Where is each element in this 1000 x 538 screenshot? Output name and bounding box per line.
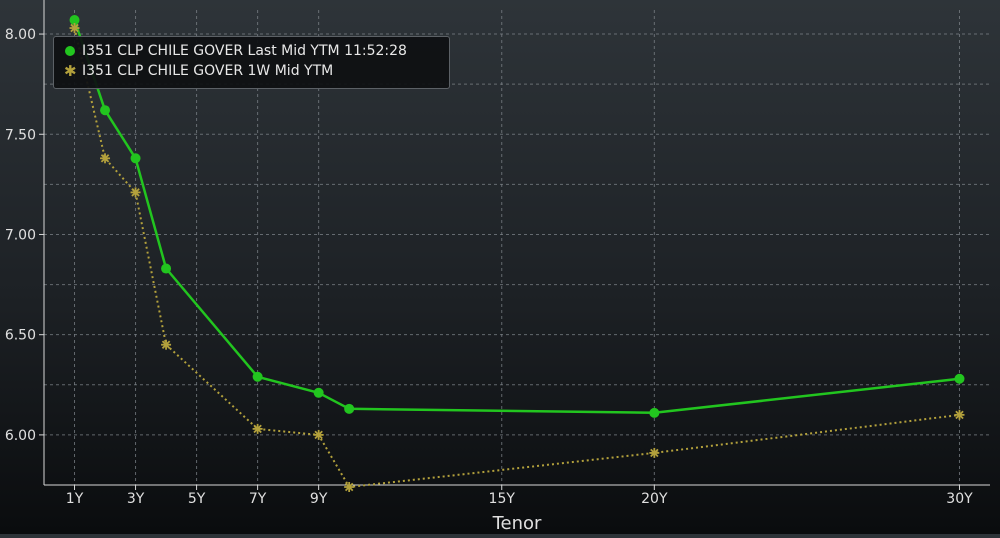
x-tick-label: 9Y: [310, 491, 328, 507]
x-tick-label: 3Y: [127, 491, 145, 507]
y-tick-label: 7.50: [5, 127, 36, 143]
data-point-1w-mid: [100, 153, 111, 164]
legend-circle-marker-icon: [64, 45, 76, 57]
legend-label-1w-mid: I351 CLP CHILE GOVER 1W Mid YTM: [82, 63, 334, 79]
x-axis-title: Tenor: [492, 513, 542, 534]
chart-legend: I351 CLP CHILE GOVER Last Mid YTM 11:52:…: [53, 36, 450, 89]
data-point-last-mid: [649, 407, 660, 418]
x-tick-label: 7Y: [249, 491, 267, 507]
data-point-last-mid: [954, 373, 965, 384]
data-point-1w-mid: [344, 482, 355, 493]
data-point-last-mid: [344, 403, 355, 414]
data-point-1w-mid: [649, 447, 660, 458]
data-point-1w-mid: [161, 339, 172, 350]
y-tick-label: 6.50: [5, 328, 36, 344]
legend-item-1w-mid: ✱ I351 CLP CHILE GOVER 1W Mid YTM: [64, 61, 449, 81]
legend-star-marker-icon: ✱: [64, 62, 77, 80]
data-point-last-mid: [313, 387, 324, 398]
x-tick-label: 15Y: [489, 491, 516, 507]
data-point-last-mid: [252, 371, 263, 382]
y-tick-label: 8.00: [5, 27, 36, 43]
data-point-1w-mid: [130, 187, 141, 198]
data-point-1w-mid: [252, 423, 263, 434]
y-tick-label: 6.00: [5, 428, 36, 444]
y-tick-label: 7.00: [5, 227, 36, 243]
data-point-last-mid: [100, 105, 111, 116]
data-point-1w-mid: [69, 23, 80, 34]
data-point-last-mid: [69, 15, 80, 26]
x-tick-label: 30Y: [946, 491, 973, 507]
x-tick-label: 20Y: [641, 491, 668, 507]
data-point-last-mid: [130, 153, 141, 164]
data-point-1w-mid: [313, 429, 324, 440]
legend-label-last-mid: I351 CLP CHILE GOVER Last Mid YTM 11:52:…: [82, 43, 407, 59]
x-tick-label: 5Y: [188, 491, 206, 507]
legend-item-last-mid: I351 CLP CHILE GOVER Last Mid YTM 11:52:…: [64, 41, 449, 61]
data-point-1w-mid: [954, 409, 965, 420]
data-point-last-mid: [161, 263, 172, 274]
x-tick-label: 1Y: [66, 491, 84, 507]
series-line-1w-mid: [73, 27, 960, 488]
